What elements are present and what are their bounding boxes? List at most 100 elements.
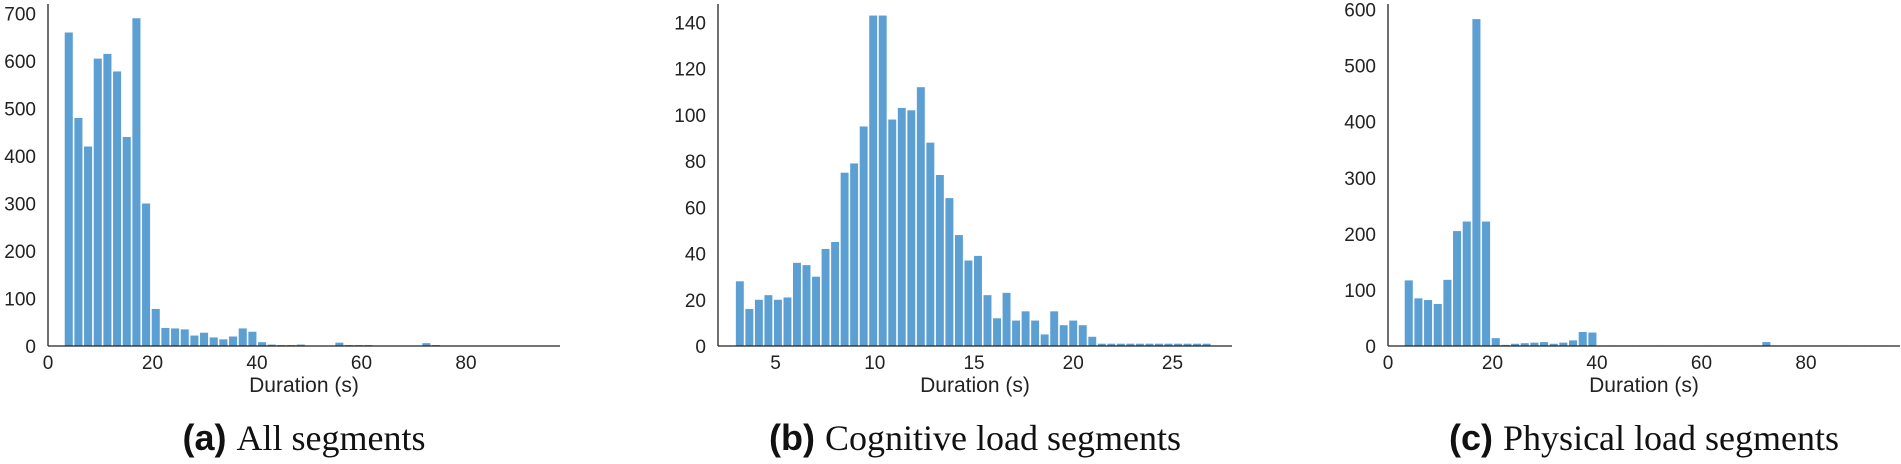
bar-b-33: [1050, 311, 1059, 346]
y-tick-label-a-3: 300: [4, 195, 36, 216]
bar-c-37: [1762, 342, 1771, 346]
bar-a-19: [248, 331, 257, 346]
histogram-cognitive-load-segments: 0 20 40 60 80 100 120 140 5 10 15 20 25 Duration (s): [674, 4, 1232, 397]
x-tick-label-a-4: 80: [455, 353, 476, 374]
bar-a-5: [113, 71, 122, 346]
caption-b-text: Cognitive load segments: [825, 418, 1181, 458]
y-tick-label-b-7: 140: [674, 13, 706, 34]
bar-c-4: [1443, 279, 1452, 346]
bar-a-10: [161, 327, 170, 346]
y-tick-label-b-3: 60: [685, 198, 706, 219]
bar-c-9: [1491, 338, 1500, 346]
caption-a-letter: (a): [182, 417, 227, 458]
bar-a-8: [142, 203, 151, 346]
bar-b-22: [945, 198, 954, 346]
x-tick-label-c-3: 60: [1691, 353, 1712, 374]
x-tick-label-c-4: 80: [1795, 353, 1816, 374]
bar-b-32: [1040, 334, 1049, 346]
y-tick-label-c-5: 500: [1344, 57, 1376, 78]
x-tick-label-a-0: 0: [43, 353, 54, 374]
bar-b-27: [993, 318, 1001, 346]
x-tick-label-a-1: 20: [142, 353, 163, 374]
bar-b-15: [878, 15, 887, 347]
bar-b-36: [1078, 325, 1087, 346]
x-tick-label-a-2: 40: [246, 353, 267, 374]
x-tick-label-b-4: 25: [1162, 353, 1183, 374]
bar-a-9: [151, 308, 160, 346]
bar-b-4: [773, 299, 782, 346]
bar-b-34: [1059, 325, 1068, 346]
y-tick-label-b-5: 100: [674, 106, 706, 127]
bar-a-17: [229, 336, 238, 346]
bar-b-44: [1155, 343, 1163, 346]
x-tick-label-b-1: 10: [864, 353, 885, 374]
bar-b-28: [1002, 292, 1011, 346]
y-tick-label-c-6: 600: [1344, 1, 1376, 22]
x-tick-label-c-1: 20: [1482, 353, 1503, 374]
y-tick-label-a-1: 100: [4, 290, 36, 311]
bar-b-14: [869, 15, 878, 347]
bar-b-39: [1107, 343, 1116, 346]
bar-b-19: [916, 87, 925, 346]
y-tick-label-b-0: 0: [695, 337, 706, 358]
y-tick-label-a-0: 0: [25, 337, 36, 358]
bar-c-7: [1472, 19, 1481, 346]
bars-c: [1404, 19, 1887, 346]
bar-a-37: [422, 343, 431, 346]
bar-a-6: [122, 137, 131, 346]
bar-c-12: [1520, 343, 1529, 346]
bar-b-5: [783, 297, 792, 346]
bar-b-20: [926, 142, 935, 346]
bar-a-1: [74, 118, 83, 346]
y-tick-label-c-0: 0: [1365, 337, 1376, 358]
bar-c-11: [1511, 343, 1520, 346]
bar-b-0: [735, 281, 744, 346]
y-tick-label-c-1: 100: [1344, 281, 1376, 302]
bar-a-12: [180, 329, 189, 347]
bar-c-17: [1569, 340, 1578, 346]
bar-b-45: [1164, 343, 1173, 346]
bar-c-5: [1453, 231, 1462, 346]
bar-c-19: [1588, 332, 1597, 346]
bar-b-26: [983, 295, 992, 346]
bar-c-14: [1540, 342, 1549, 346]
bar-c-6: [1462, 221, 1471, 346]
caption-c-text: Physical load segments: [1503, 418, 1839, 458]
caption-c: (c) Physical load segments: [1449, 417, 1839, 458]
bar-a-21: [267, 344, 276, 346]
bar-b-46: [1174, 343, 1182, 346]
bar-b-1: [745, 309, 754, 346]
bar-b-43: [1145, 343, 1154, 346]
caption-a-text: All segments: [236, 418, 426, 458]
bar-b-13: [859, 126, 868, 346]
bar-b-24: [964, 260, 973, 346]
y-tick-label-c-3: 300: [1344, 169, 1376, 190]
caption-b-letter: (b): [769, 417, 815, 458]
bar-a-7: [132, 18, 141, 346]
bar-b-6: [793, 262, 801, 346]
bar-c-18: [1578, 331, 1587, 346]
bar-b-8: [812, 276, 820, 346]
bar-b-47: [1183, 343, 1192, 346]
bar-b-16: [888, 119, 897, 346]
bar-a-15: [209, 337, 218, 346]
bar-a-4: [103, 53, 112, 347]
bar-b-18: [907, 110, 916, 346]
y-tick-label-a-2: 200: [4, 242, 36, 263]
bar-a-16: [219, 339, 228, 346]
bar-a-14: [200, 332, 209, 346]
caption-c-letter: (c): [1449, 417, 1494, 458]
bar-b-3: [764, 295, 773, 346]
bar-a-2: [84, 146, 93, 346]
bar-a-20: [258, 342, 267, 346]
bar-b-17: [897, 107, 906, 347]
x-axis-label-a: Duration (s): [249, 374, 359, 397]
bar-c-1: [1414, 298, 1423, 346]
bar-a-13: [190, 335, 199, 346]
y-tick-label-b-1: 20: [685, 291, 706, 312]
x-axis-label-b: Duration (s): [920, 374, 1030, 397]
bar-c-15: [1549, 343, 1558, 346]
bar-b-49: [1202, 343, 1211, 346]
bar-a-18: [238, 328, 247, 346]
